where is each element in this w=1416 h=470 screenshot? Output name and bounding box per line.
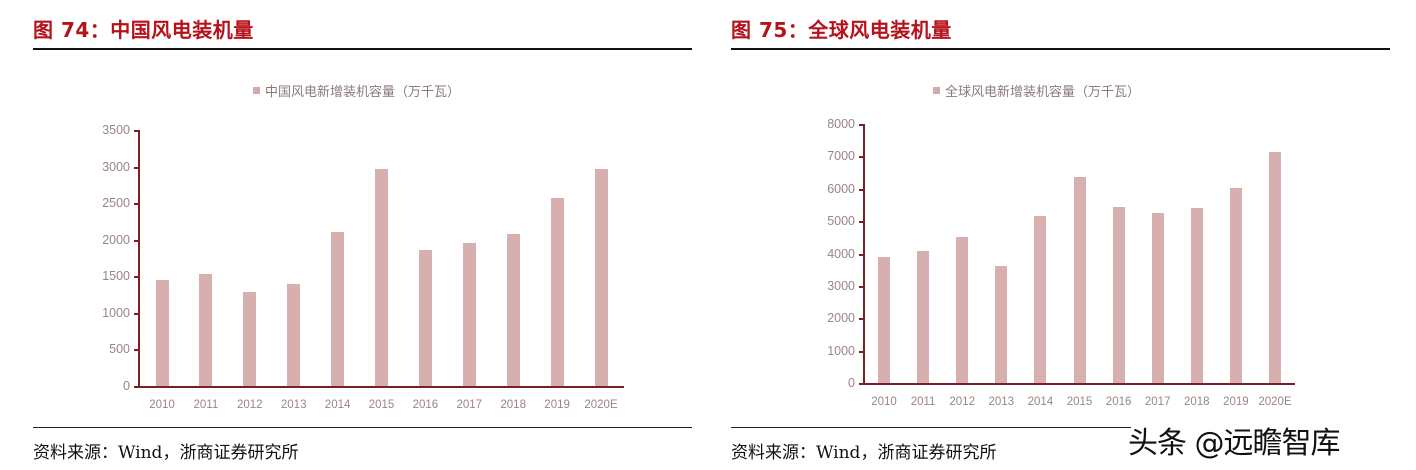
figure-75-y-tick-label: 6000 (827, 181, 855, 196)
figure-74-x-tick-label: 2019 (544, 399, 570, 411)
figure-75-source: 资料来源：Wind，浙商证券研究所 (731, 443, 997, 463)
figure-75-x-tick-label: 2012 (949, 396, 975, 408)
figure-75-bar (1034, 216, 1047, 383)
figure-74-legend-label: 中国风电新增装机容量（万千瓦） (265, 85, 461, 100)
figure-74-y-tick (134, 349, 139, 352)
figure-74-y-axis (138, 130, 140, 388)
figure-75-x-tick-label: 2019 (1223, 396, 1249, 408)
figure-74-y-tick (134, 130, 139, 132)
figure-75-y-tick (859, 383, 864, 385)
figure-74-y-tick-label: 0 (123, 379, 130, 393)
legend-swatch-icon (933, 87, 940, 94)
figure-74-bar (375, 168, 388, 386)
figure-75-x-tick-label: 2017 (1144, 396, 1171, 408)
figure-74-x-axis (138, 386, 624, 388)
figure-75-x-tick-label: 2010 (871, 396, 897, 408)
figure-75-x-axis (863, 383, 1295, 385)
figure-74-y-tick-label: 3000 (102, 159, 130, 174)
figure-74-x-tick-label: 2011 (193, 399, 219, 411)
figure-75-y-tick (859, 188, 864, 191)
figure-75-y-tick (859, 350, 864, 353)
figure-75-bar (995, 266, 1008, 383)
figure-74-source-rule (33, 427, 692, 428)
figure-75-x-tick-label: 2015 (1066, 396, 1093, 408)
figure-74-bar (418, 249, 432, 386)
figure-74-y-tick-label: 2500 (102, 196, 130, 211)
figure-75-bar (1073, 176, 1086, 383)
figure-74-y-tick (134, 312, 139, 315)
watermark-text: 头条 @远瞻智库 (1128, 426, 1341, 461)
figure-74-bar (331, 232, 345, 386)
figure-75-x-tick-label: 2020E (1258, 396, 1292, 408)
figure-75-y-tick-label: 1000 (827, 343, 855, 358)
figure-74-bar (462, 243, 476, 386)
figure-74-x-tick-label: 2017 (456, 399, 483, 411)
figure-75-y-tick-label: 2000 (827, 311, 855, 326)
figure-74-y-tick (134, 203, 139, 206)
figure-75-bar (956, 236, 969, 383)
figure-75-bar (1269, 151, 1281, 383)
figure-74-x-tick-label: 2012 (237, 399, 263, 411)
figure-75-y-tick (859, 156, 864, 159)
figure-75-bar (878, 256, 890, 383)
figure-74-y-tick-label: 2000 (102, 232, 130, 247)
figure-74-x-tick-label: 2015 (368, 399, 395, 411)
figure-74-bar (594, 168, 608, 386)
figure-74-x-tick-label: 2020E (584, 399, 618, 411)
figure-74-bar (550, 198, 564, 386)
figure-74-y-tick (134, 276, 139, 279)
figure-74-y-tick (134, 239, 139, 242)
figure-75-bar (1151, 213, 1164, 383)
figure-74-y-tick-label: 1500 (102, 269, 130, 284)
figure-75-y-tick (859, 318, 864, 321)
figure-74-legend: 中国风电新增装机容量（万千瓦） (253, 81, 460, 100)
figure-74-y-tick (134, 166, 139, 169)
figure-74-bar (199, 274, 213, 386)
figure-75-y-tick-label: 0 (848, 376, 855, 390)
figure-75-legend: 全球风电新增装机容量（万千瓦） (933, 81, 1140, 100)
figure-75-bar (1112, 206, 1125, 383)
figure-75-x-tick-label: 2016 (1105, 396, 1132, 408)
figure-74-bar (287, 283, 301, 386)
figure-75-x-tick-label: 2014 (1027, 396, 1054, 408)
figure-74-y-tick-label: 500 (109, 342, 130, 357)
figure-74-bar (506, 233, 520, 386)
figure-75-y-tick-label: 4000 (827, 246, 855, 261)
figure-74-y-tick (134, 386, 139, 388)
figure-74-x-tick-label: 2013 (280, 399, 307, 411)
figure-74-y-tick-label: 1000 (102, 305, 130, 320)
figure-75-y-tick-label: 5000 (827, 214, 855, 229)
legend-swatch-icon (253, 87, 260, 94)
figure-75-y-tick-label: 3000 (827, 278, 855, 293)
figure-75-title: 图 75：全球风电装机量 (731, 18, 952, 42)
figure-75-title-rule (731, 48, 1390, 50)
figure-75-legend-label: 全球风电新增装机容量（万千瓦） (945, 85, 1141, 100)
figure-75-y-tick-label: 8000 (827, 117, 855, 131)
figure-75-y-tick (859, 124, 864, 126)
figure-75-y-tick (859, 221, 864, 224)
figure-74-bar (155, 279, 169, 386)
figure-74-title-rule (33, 48, 692, 50)
figure-74-bar (243, 291, 257, 386)
figure-74-x-tick-label: 2010 (149, 399, 175, 411)
figure-75-source-rule (731, 427, 1131, 428)
figure-75-bar (917, 251, 930, 383)
figure-74-y-tick-label: 3500 (102, 123, 130, 137)
figure-75-x-tick-label: 2018 (1184, 396, 1210, 408)
figure-75-x-tick-label: 2011 (910, 396, 936, 408)
figure-74-panel: 图 74：中国风电装机量 中国风电新增装机容量（万千瓦） 0 500 1000 150… (0, 0, 700, 470)
figure-74-title: 图 74：中国风电装机量 (33, 18, 254, 42)
figure-74-x-tick-label: 2014 (324, 399, 351, 411)
figure-75-y-axis (863, 124, 865, 385)
figure-75-y-tick (859, 285, 864, 288)
figure-75-x-tick-label: 2013 (988, 396, 1015, 408)
figure-75-bar (1190, 208, 1203, 383)
figure-75-bar (1229, 187, 1242, 383)
figure-74-x-tick-label: 2016 (412, 399, 439, 411)
figure-74-x-tick-label: 2018 (500, 399, 526, 411)
figure-74-source: 资料来源：Wind，浙商证券研究所 (33, 443, 299, 463)
figure-75-y-tick (859, 253, 864, 256)
figure-75-y-tick-label: 7000 (827, 149, 855, 164)
